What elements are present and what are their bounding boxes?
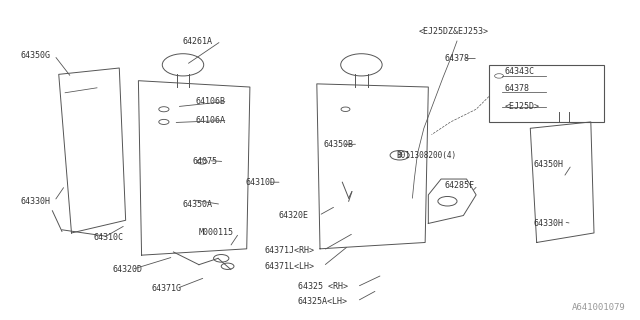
- Text: M000115: M000115: [199, 228, 234, 237]
- Text: 64371L<LH>: 64371L<LH>: [264, 262, 315, 271]
- FancyBboxPatch shape: [489, 65, 604, 122]
- Text: 64106B: 64106B: [196, 97, 226, 106]
- Text: A641001079: A641001079: [572, 303, 626, 312]
- Text: 64261A: 64261A: [183, 36, 213, 45]
- Text: 64330H: 64330H: [20, 197, 51, 206]
- Text: <EJ25D>: <EJ25D>: [505, 102, 540, 111]
- Text: <EJ25DZ&EJ253>: <EJ25DZ&EJ253>: [419, 27, 489, 36]
- Text: 64350G: 64350G: [20, 51, 51, 60]
- Text: 64343C: 64343C: [505, 67, 535, 76]
- Text: 64378: 64378: [505, 84, 530, 93]
- Text: B: B: [397, 152, 402, 158]
- Text: 64075: 64075: [193, 157, 218, 166]
- Text: 64106A: 64106A: [196, 116, 226, 125]
- Text: 64350A: 64350A: [183, 200, 213, 209]
- Text: 64371G: 64371G: [151, 284, 181, 293]
- Text: B011308200(4): B011308200(4): [396, 151, 456, 160]
- Text: 64371J<RH>: 64371J<RH>: [264, 246, 315, 255]
- Text: 64320D: 64320D: [113, 265, 143, 274]
- Text: 64320E: 64320E: [278, 211, 308, 220]
- Text: 64310C: 64310C: [94, 233, 124, 242]
- Text: 64325A<LH>: 64325A<LH>: [298, 297, 348, 306]
- Text: 64350B: 64350B: [323, 140, 353, 148]
- Text: 64325 <RH>: 64325 <RH>: [298, 282, 348, 292]
- Text: 64330H: 64330H: [534, 219, 563, 228]
- Text: 64350H: 64350H: [534, 160, 563, 169]
- Text: 64378: 64378: [444, 54, 469, 63]
- Text: 64285F: 64285F: [444, 181, 474, 190]
- Text: 64310D: 64310D: [246, 178, 275, 187]
